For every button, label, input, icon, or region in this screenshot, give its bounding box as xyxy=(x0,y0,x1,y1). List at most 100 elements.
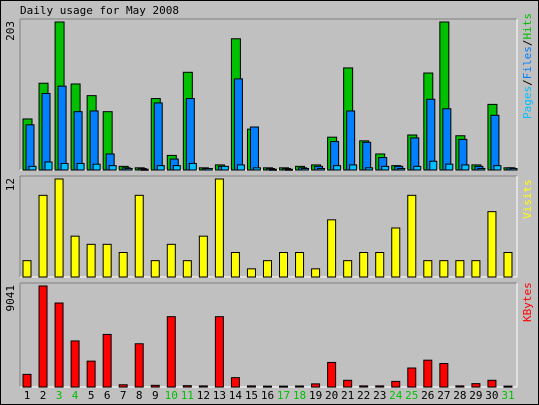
x-tick-label: 24 xyxy=(389,389,403,402)
x-tick-label: 18 xyxy=(293,389,306,402)
bar-kbytes xyxy=(198,385,208,388)
bar-visits xyxy=(295,252,305,278)
bar-kbytes xyxy=(54,302,64,388)
bar-kbytes xyxy=(150,384,160,388)
x-tick-label: 13 xyxy=(213,389,226,402)
bar-files xyxy=(249,126,259,171)
x-tick-label: 23 xyxy=(373,389,386,402)
bar-files xyxy=(362,141,372,171)
x-tick-label: 30 xyxy=(485,389,498,402)
bar-kbytes xyxy=(279,385,289,388)
bar-pages xyxy=(60,162,69,171)
bar-visits xyxy=(471,260,481,278)
bar-pages xyxy=(268,168,277,171)
x-tick-label: 7 xyxy=(120,389,127,402)
bar-files xyxy=(41,92,51,171)
bar-visits xyxy=(279,252,289,278)
x-tick-label: 4 xyxy=(72,389,79,402)
bar-visits xyxy=(423,260,433,278)
bar-pages xyxy=(509,168,518,171)
bar-kbytes xyxy=(262,385,272,388)
x-tick-label: 17 xyxy=(277,389,290,402)
bar-visits xyxy=(54,178,64,278)
bar-pages xyxy=(44,161,53,171)
bar-visits xyxy=(262,260,272,278)
legend-entry: Visits xyxy=(521,179,534,219)
x-tick-label: 26 xyxy=(421,389,434,402)
bar-pages xyxy=(156,165,165,171)
bar-pages xyxy=(140,168,149,171)
bar-files xyxy=(233,78,243,171)
bar-kbytes xyxy=(487,379,497,388)
bar-pages xyxy=(413,165,422,171)
bar-files xyxy=(89,110,99,171)
bar-pages xyxy=(429,160,438,171)
bar-kbytes xyxy=(22,373,32,388)
bar-files xyxy=(57,85,67,171)
bar-pages xyxy=(477,168,486,171)
x-tick-label: 21 xyxy=(341,389,354,402)
bar-kbytes xyxy=(134,343,144,388)
bar-pages xyxy=(124,168,133,171)
bar-files xyxy=(346,110,356,171)
bar-visits xyxy=(70,235,80,278)
bar-visits xyxy=(86,243,96,278)
x-tick-label: 2 xyxy=(40,389,47,402)
x-tick-label: 3 xyxy=(56,389,63,402)
x-tick-label: 8 xyxy=(136,389,143,402)
bar-visits xyxy=(198,235,208,278)
bar-kbytes xyxy=(102,333,112,388)
y-max-label: 12 xyxy=(4,178,17,191)
bar-visits xyxy=(503,252,513,278)
bar-kbytes xyxy=(38,285,48,388)
bar-pages xyxy=(461,164,470,171)
bar-kbytes xyxy=(327,361,337,388)
bar-kbytes xyxy=(407,367,417,388)
bar-visits xyxy=(150,260,160,278)
bar-kbytes xyxy=(246,385,256,388)
bar-kbytes xyxy=(391,380,401,388)
bar-visits xyxy=(134,194,144,278)
bar-pages xyxy=(333,165,342,171)
bar-visits xyxy=(343,260,353,278)
legend-entry: KBytes xyxy=(521,282,534,322)
bar-kbytes xyxy=(166,316,176,388)
x-tick-label: 5 xyxy=(88,389,95,402)
bar-kbytes xyxy=(471,383,481,388)
bar-files xyxy=(185,98,195,171)
bar-kbytes xyxy=(455,385,465,388)
x-tick-label: 14 xyxy=(229,389,243,402)
bar-kbytes xyxy=(86,360,96,388)
bar-files xyxy=(73,111,83,171)
bar-visits xyxy=(311,268,321,278)
bar-pages xyxy=(381,165,390,171)
x-tick-label: 12 xyxy=(197,389,210,402)
bar-visits xyxy=(407,194,417,278)
bar-pages xyxy=(397,168,406,171)
bar-pages xyxy=(236,164,245,171)
x-tick-label: 11 xyxy=(181,389,194,402)
bar-kbytes xyxy=(503,385,513,388)
x-tick-label: 10 xyxy=(165,389,178,402)
legend-kbytes: KBytes xyxy=(521,282,534,322)
y-max-label: 203 xyxy=(4,21,17,41)
bar-files xyxy=(490,114,500,171)
bar-pages xyxy=(204,168,213,171)
x-tick-label: 22 xyxy=(357,389,370,402)
legend-entry: / xyxy=(521,40,534,47)
bar-kbytes xyxy=(359,385,369,388)
x-tick-label: 15 xyxy=(245,389,258,402)
bar-kbytes xyxy=(70,340,80,388)
bar-pages xyxy=(172,165,181,171)
x-tick-label: 16 xyxy=(261,389,274,402)
bar-kbytes xyxy=(423,359,433,388)
x-tick-label: 27 xyxy=(437,389,450,402)
legend-pages-files-hits: Pages/Files/Hits xyxy=(521,13,534,119)
bar-pages xyxy=(108,165,117,171)
x-tick-label: 31 xyxy=(501,389,514,402)
bar-visits xyxy=(391,227,401,278)
bar-files xyxy=(442,108,452,171)
bar-visits xyxy=(118,252,128,278)
